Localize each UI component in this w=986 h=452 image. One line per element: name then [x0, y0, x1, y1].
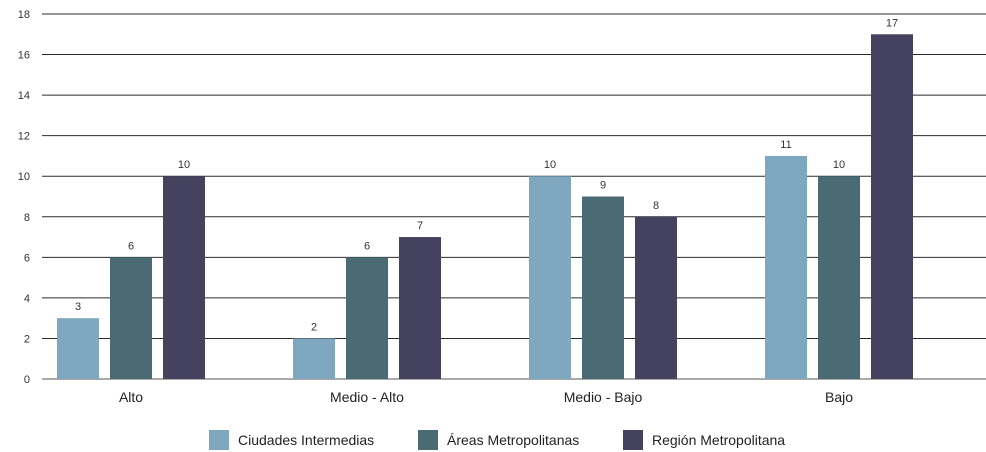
bar — [529, 176, 571, 379]
data-label: 17 — [886, 17, 898, 29]
data-label: 3 — [75, 301, 81, 313]
bar — [871, 34, 913, 380]
y-tick-label: 18 — [18, 9, 30, 21]
bar — [346, 257, 388, 379]
data-label: 8 — [653, 200, 659, 212]
bar — [293, 338, 335, 379]
data-label: 11 — [780, 139, 791, 151]
y-tick-label: 6 — [24, 252, 30, 264]
y-tick-label: 12 — [18, 131, 30, 143]
y-tick-label: 4 — [24, 293, 30, 305]
x-category-label: Bajo — [825, 389, 853, 405]
data-label: 6 — [128, 240, 134, 252]
x-category-label: Alto — [119, 389, 143, 405]
bars: 3 6 10 2 6 7 10 9 8 11 10 17 — [57, 17, 913, 380]
x-category-label: Medio - Alto — [330, 389, 404, 405]
y-axis: 0 2 4 6 8 10 12 14 16 18 — [18, 9, 30, 386]
legend-swatch — [418, 430, 438, 450]
y-tick-label: 0 — [24, 374, 30, 386]
bar — [635, 216, 677, 379]
bar — [110, 257, 152, 379]
y-tick-label: 14 — [18, 90, 30, 102]
x-axis: Alto Medio - Alto Medio - Bajo Bajo — [119, 389, 853, 405]
legend-label: Áreas Metropolitanas — [447, 432, 579, 448]
legend-label: Ciudades Intermedias — [238, 432, 374, 448]
y-tick-label: 10 — [18, 171, 30, 183]
legend: Ciudades Intermedias Áreas Metropolitanas… — [209, 430, 785, 450]
y-tick-label: 8 — [24, 212, 30, 224]
data-label: 10 — [544, 159, 556, 171]
legend-swatch — [209, 430, 229, 450]
x-category-label: Medio - Bajo — [564, 389, 643, 405]
data-label: 2 — [311, 321, 317, 333]
data-label: 7 — [417, 220, 423, 232]
bar — [57, 318, 99, 379]
legend-swatch — [623, 430, 643, 450]
data-label: 9 — [600, 180, 606, 192]
y-tick-label: 16 — [18, 50, 30, 62]
data-label: 10 — [178, 159, 190, 171]
data-label: 6 — [364, 240, 370, 252]
bar — [582, 196, 624, 379]
bar — [163, 176, 205, 379]
data-label: 10 — [833, 159, 845, 171]
legend-label: Región Metropolitana — [652, 432, 785, 448]
bar — [399, 237, 441, 379]
bar — [818, 176, 860, 379]
y-tick-label: 2 — [24, 333, 30, 345]
bar — [765, 155, 807, 379]
